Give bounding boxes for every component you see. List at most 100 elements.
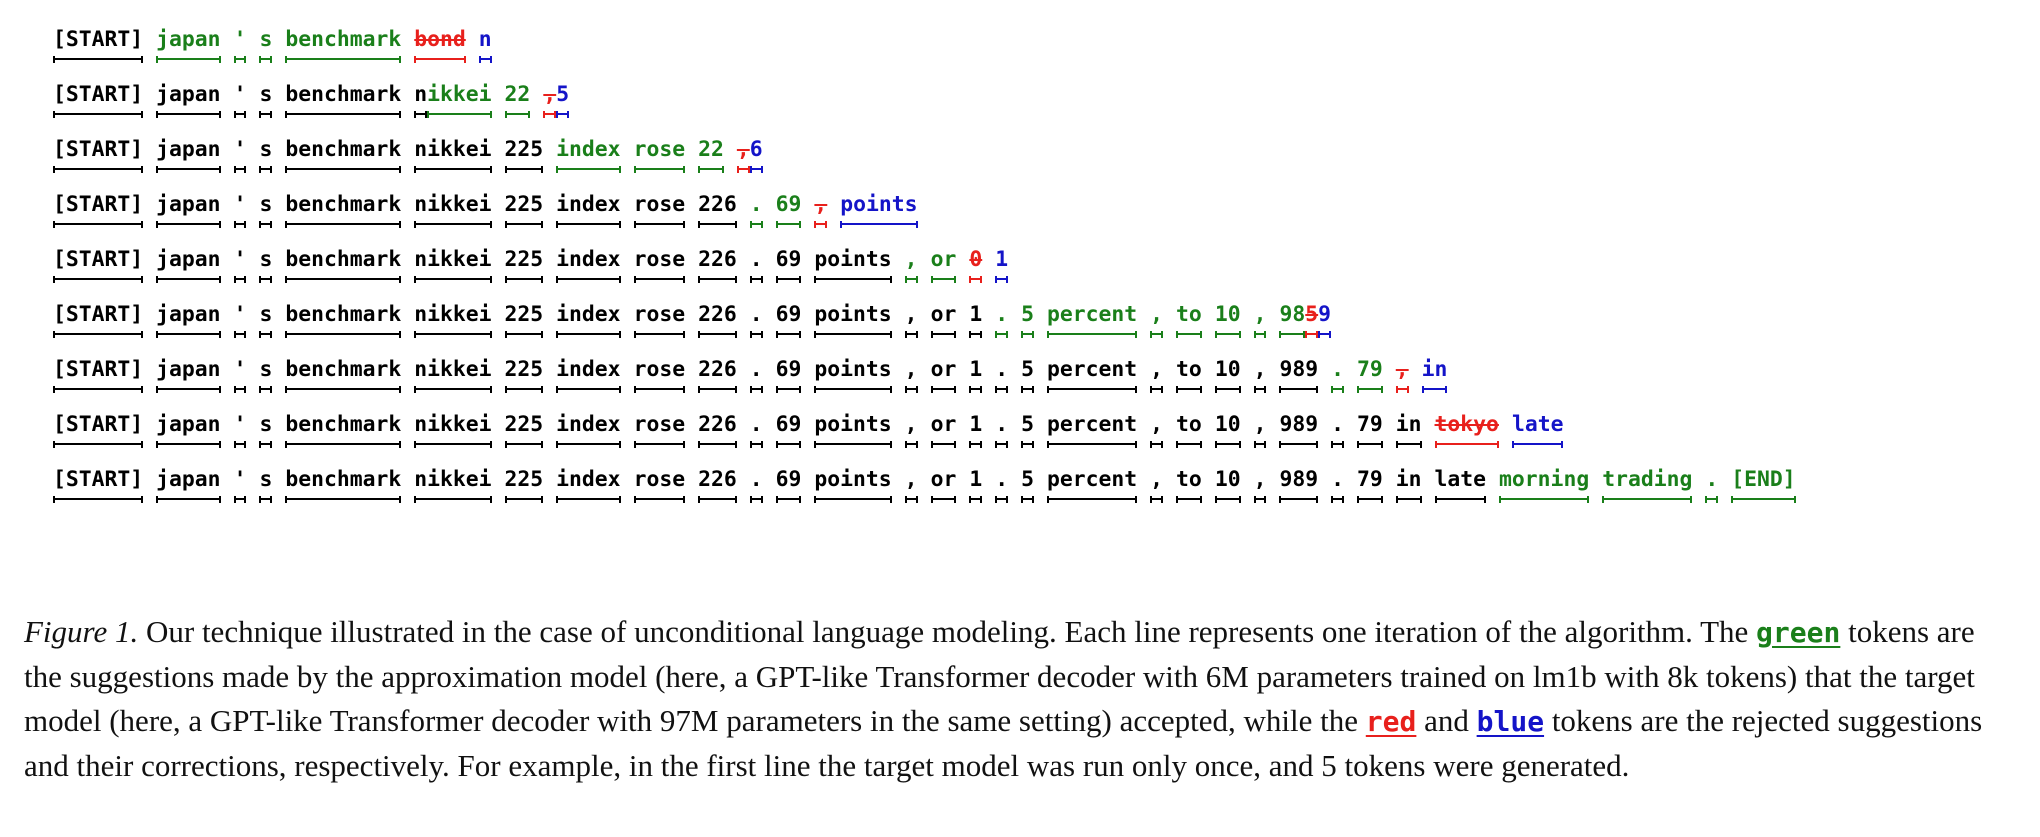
token-text: index	[556, 192, 621, 217]
token-text: ,	[1253, 357, 1267, 382]
token-bracket	[233, 496, 247, 503]
token-bracket	[53, 111, 144, 118]
token-text: ,	[1150, 412, 1164, 437]
token-acc: 225	[504, 247, 543, 283]
caption-text-1: Our technique illustrated in the case of…	[138, 614, 1757, 649]
token-text: '	[233, 192, 247, 217]
token-bracket	[233, 276, 247, 283]
caption-keyword-blue: blue	[1476, 705, 1545, 738]
token-acc: s	[259, 467, 273, 503]
token-acc: points	[814, 467, 892, 503]
token-text: 989	[1279, 412, 1319, 437]
token-bracket	[414, 166, 492, 173]
token-text: nikkei	[414, 412, 492, 437]
token-text: benchmark	[285, 137, 402, 162]
token-acc: 5	[1021, 357, 1034, 393]
token-text: benchmark	[285, 82, 402, 107]
token-acc: 226	[698, 412, 737, 448]
token-acc: nikkei	[414, 302, 492, 338]
token-acc: nikkei	[414, 247, 492, 283]
token-bracket	[775, 331, 802, 338]
token-red: ,	[543, 82, 556, 118]
token-text: .	[749, 302, 763, 327]
token-green: s	[259, 27, 272, 63]
token-bracket	[156, 386, 221, 393]
token-acc: rose	[633, 467, 685, 503]
token-bracket	[53, 276, 144, 283]
token-text: n	[414, 82, 428, 107]
token-red: 0	[969, 247, 982, 283]
token-text: .	[1331, 467, 1344, 492]
token-text: rose	[633, 357, 686, 382]
token-bracket	[504, 111, 531, 118]
token-bracket	[414, 496, 492, 503]
token-text: .	[995, 302, 1009, 327]
token-text: [START]	[53, 82, 144, 107]
token-text: s	[259, 467, 273, 492]
token-bracket	[1434, 496, 1487, 503]
token-text: 1	[969, 302, 983, 327]
token-text: 225	[504, 357, 544, 382]
token-bracket	[156, 111, 221, 118]
token-bracket	[1331, 386, 1344, 393]
token-text: points	[814, 247, 892, 272]
token-acc: points	[814, 412, 892, 448]
token-text: 69	[775, 302, 802, 327]
token-text: morning	[1499, 467, 1590, 492]
token-acc: benchmark	[285, 467, 401, 503]
token-bracket	[814, 441, 892, 448]
token-bracket	[1705, 496, 1719, 503]
token-text: .	[749, 192, 763, 217]
token-bracket	[1214, 441, 1241, 448]
token-text: nikkei	[414, 302, 492, 327]
token-green: 22	[504, 82, 530, 118]
token-bracket	[1176, 331, 1202, 338]
token-text: late	[1434, 467, 1487, 492]
token-text: percent	[1047, 302, 1138, 327]
token-text: to	[1176, 302, 1202, 327]
token-text: japan	[156, 27, 221, 52]
token-acc: [START]	[53, 137, 144, 173]
token-acc: 69	[775, 412, 801, 448]
token-red: ,	[1395, 357, 1409, 393]
token-iterations-figure: [START] japan ' s benchmark bond n [START] japan…	[53, 27, 2013, 522]
token-acc: 226	[698, 357, 737, 393]
token-bracket	[259, 331, 273, 338]
caption-text-4: tokens are the rejected suggestions and …	[24, 703, 1983, 783]
token-acc: [START]	[53, 302, 144, 338]
token-acc: to	[1176, 357, 1202, 393]
token-bracket	[775, 386, 802, 393]
token-acc: ,	[904, 357, 918, 393]
token-acc: or	[930, 357, 956, 393]
token-text: japan	[156, 357, 221, 382]
token-acc: rose	[633, 302, 685, 338]
token-text: 79	[1357, 412, 1383, 437]
token-text: points	[814, 412, 892, 437]
token-bracket	[814, 276, 892, 283]
token-bracket	[556, 496, 621, 503]
iteration-line: [START] japan ' s benchmark nikkei 225 index ros…	[53, 137, 2013, 192]
token-bracket	[814, 331, 892, 338]
token-bracket	[414, 331, 492, 338]
token-bracket	[749, 386, 763, 393]
token-bracket	[930, 331, 957, 338]
token-red: tokyo	[1434, 412, 1500, 448]
token-bracket	[1279, 331, 1306, 338]
token-text: japan	[156, 137, 221, 162]
token-text: index	[556, 247, 621, 272]
token-acc: 225	[504, 192, 543, 228]
token-acc: '	[233, 82, 246, 118]
token-bracket	[698, 276, 737, 283]
token-acc: n	[414, 82, 428, 118]
token-bracket	[1176, 496, 1202, 503]
token-bracket	[1253, 331, 1267, 338]
token-bracket	[1318, 331, 1331, 338]
token-text: 6	[749, 137, 763, 162]
token-text: nikkei	[414, 357, 492, 382]
token-bracket	[995, 331, 1009, 338]
token-acc: japan	[156, 192, 221, 228]
token-text: 5	[1021, 357, 1034, 382]
token-acc: or	[930, 412, 956, 448]
token-text: ,	[1150, 357, 1164, 382]
token-text: [END]	[1731, 467, 1796, 492]
